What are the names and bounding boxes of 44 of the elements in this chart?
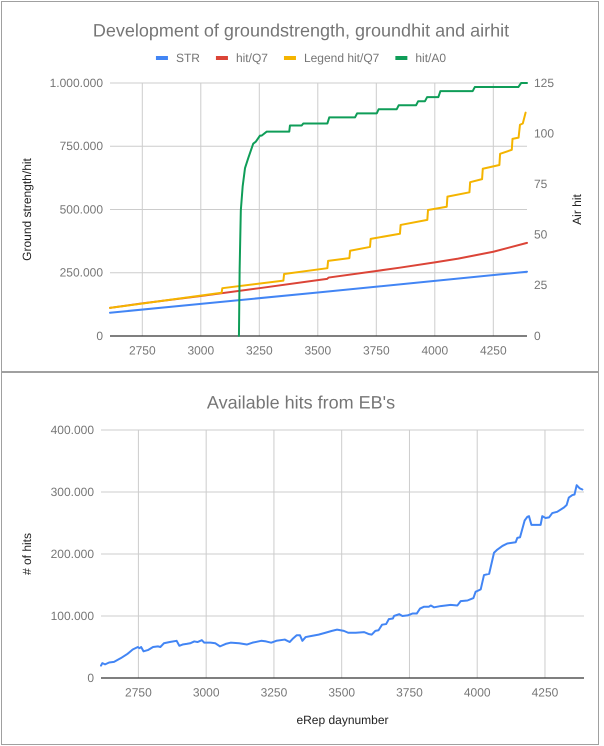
x-tick-label: 4000 xyxy=(464,686,491,700)
x-tick-label: 3250 xyxy=(246,344,273,358)
y-tick-label: 500.000 xyxy=(60,202,104,216)
y-tick-label: 0 xyxy=(96,328,104,343)
x-tick-label: 2750 xyxy=(125,686,152,700)
y-axis-title: Ground strength/hit xyxy=(20,157,34,261)
chart-title: Development of groundstrength, groundhit and airhit xyxy=(92,20,510,40)
x-tick-label: 2750 xyxy=(128,344,156,358)
line-series xyxy=(238,82,528,337)
x-tick-label: 3000 xyxy=(187,344,214,358)
y2-tick-label: 75 xyxy=(534,177,548,192)
y2-tick-label: 0 xyxy=(534,328,541,343)
x-tick-label: 4250 xyxy=(532,686,559,700)
y2-axis-title: Air hit xyxy=(570,194,584,225)
y-tick-label: 250.000 xyxy=(60,266,104,280)
line-series xyxy=(109,112,527,309)
y-tick-label: 300.000 xyxy=(50,484,94,499)
y-tick-label: 400.000 xyxy=(50,422,94,437)
line-series xyxy=(100,484,584,667)
legend-label: hit/A0 xyxy=(415,51,446,66)
legend-label: STR xyxy=(176,51,200,66)
x-tick-label: 4250 xyxy=(480,344,507,358)
x-tick-label: 3750 xyxy=(362,344,390,358)
y-tick-label: 750.000 xyxy=(60,139,104,154)
y-tick-label: 0 xyxy=(87,670,94,685)
x-tick-label: 3000 xyxy=(192,686,220,700)
y2-tick-label: 100 xyxy=(534,126,554,140)
x-tick-label: 3500 xyxy=(304,344,332,358)
x-tick-label: 3250 xyxy=(260,686,288,700)
y2-tick-label: 25 xyxy=(534,278,548,292)
y-tick-label: 100.000 xyxy=(50,608,94,623)
y2-tick-label: 125 xyxy=(534,76,554,90)
line-series xyxy=(109,270,528,314)
x-axis-title: eRep daynumber xyxy=(296,713,389,728)
legend-label: hit/Q7 xyxy=(236,51,268,66)
chart-title: Available hits from EB's xyxy=(206,392,396,412)
y-tick-label: 1.000.000 xyxy=(50,76,104,90)
x-tick-label: 3500 xyxy=(328,686,356,700)
y-tick-label: 200.000 xyxy=(50,546,94,561)
x-tick-label: 4000 xyxy=(421,344,448,358)
y-axis-title: # of hits xyxy=(20,532,34,576)
legend-label: Legend hit/Q7 xyxy=(304,51,380,66)
y2-tick-label: 50 xyxy=(534,228,548,242)
x-tick-label: 3750 xyxy=(396,686,424,700)
